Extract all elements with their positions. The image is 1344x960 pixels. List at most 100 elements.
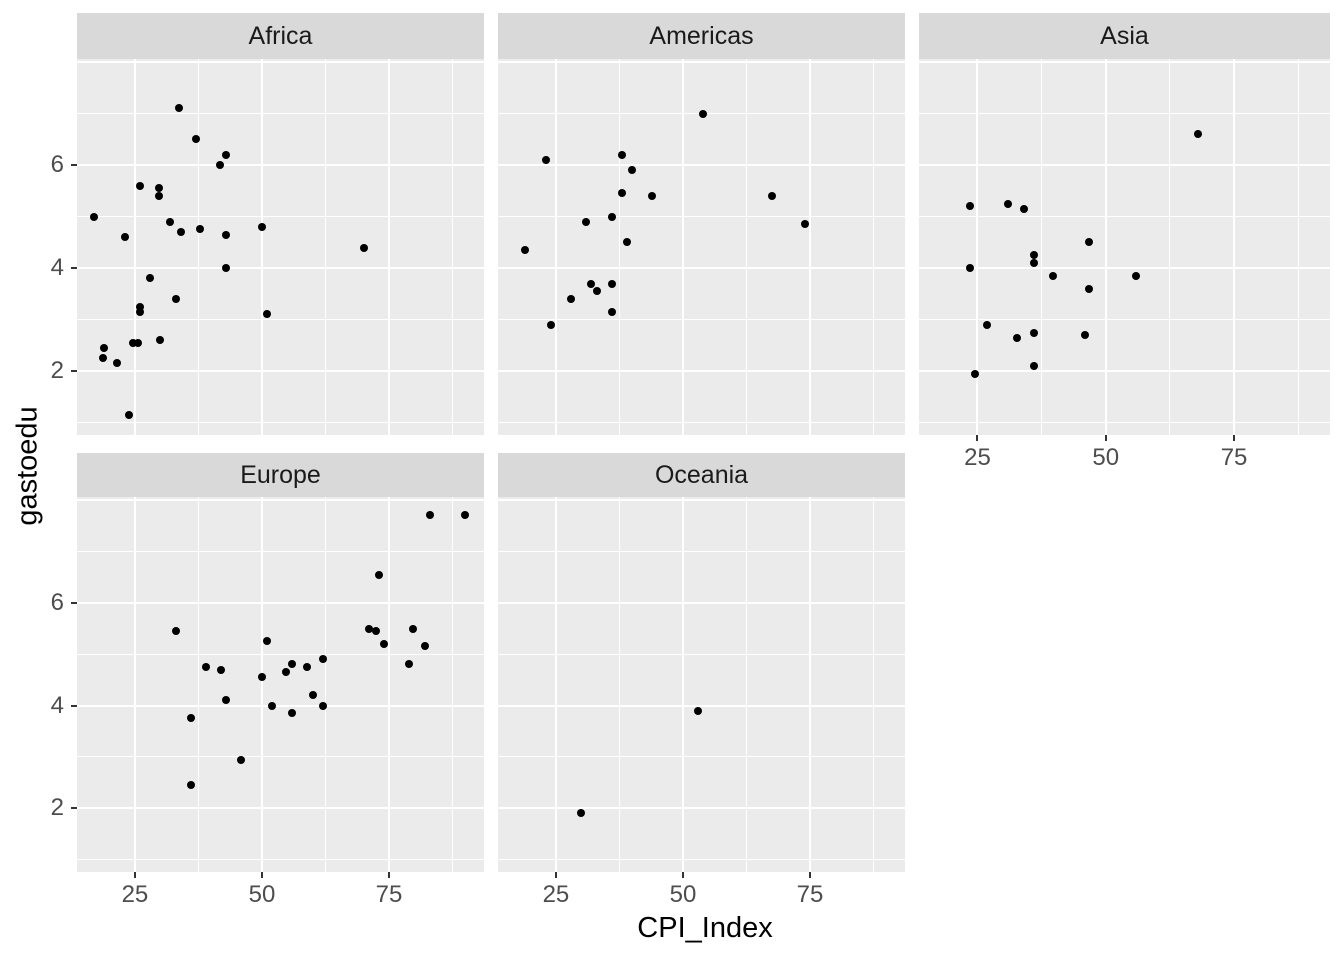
data-point (1080, 331, 1089, 340)
gridline-major-h (77, 370, 484, 373)
y-tick-label: 2 (50, 794, 64, 822)
gridline-minor-h (498, 653, 905, 655)
x-tick-label: 25 (964, 444, 991, 471)
data-point (1029, 258, 1038, 267)
x-tick-mark (1104, 435, 1107, 441)
data-point (216, 161, 225, 170)
data-point (136, 181, 144, 190)
gridline-minor-v (1041, 59, 1043, 435)
data-point (171, 627, 180, 636)
data-point (617, 150, 626, 159)
facet-panel-asia (919, 59, 1330, 435)
y-tick-mark (71, 164, 77, 167)
x-tick-label: 75 (1220, 444, 1248, 471)
data-point (567, 295, 576, 304)
data-point (308, 691, 317, 700)
gridline-major-v (133, 59, 136, 435)
data-point (120, 233, 129, 242)
gridline-minor-h (498, 319, 905, 321)
data-point (628, 166, 637, 175)
data-point (288, 660, 297, 669)
data-point (191, 135, 200, 144)
y-tick-label: 4 (50, 254, 64, 282)
data-point (577, 809, 586, 818)
data-point (263, 637, 272, 646)
y-tick-label: 2 (50, 357, 64, 385)
gridline-major-h (498, 704, 905, 707)
data-point (359, 243, 368, 252)
data-point (541, 155, 550, 164)
gridline-minor-h (498, 756, 905, 758)
data-point (186, 714, 195, 723)
gridline-major-h (77, 267, 484, 270)
x-tick-mark (681, 872, 684, 878)
data-point (176, 228, 185, 237)
data-point (1029, 361, 1038, 370)
gridline-major-h (77, 499, 484, 502)
data-point (100, 343, 109, 352)
data-point (364, 624, 373, 633)
y-tick-mark (71, 267, 77, 270)
data-point (1013, 333, 1021, 342)
gridline-major-v (808, 59, 811, 435)
data-point (202, 663, 211, 672)
data-point (195, 225, 204, 234)
data-point (982, 320, 991, 329)
data-point (155, 184, 164, 193)
gridline-minor-v (1297, 59, 1299, 435)
gridline-major-h (498, 370, 905, 373)
data-point (582, 217, 591, 226)
facet-strip-europe: Europe (77, 453, 484, 497)
data-point (648, 192, 657, 200)
gridline-minor-v (872, 497, 874, 872)
gridline-minor-v (197, 59, 199, 435)
x-axis-title: CPI_Index (637, 912, 773, 944)
y-tick-mark (71, 370, 77, 373)
gridline-major-h (498, 267, 905, 270)
gridline-minor-h (498, 422, 905, 424)
data-point (800, 220, 809, 229)
gridline-minor-v (324, 497, 326, 872)
data-point (1049, 271, 1058, 280)
data-point (156, 336, 165, 345)
data-point (136, 302, 144, 311)
data-point (318, 655, 327, 664)
data-point (1029, 328, 1038, 337)
data-point (425, 511, 434, 520)
x-tick-label: 50 (1092, 444, 1120, 471)
gridline-minor-h (77, 113, 484, 115)
data-point (136, 307, 144, 316)
data-point (237, 755, 246, 764)
data-point (767, 192, 776, 200)
gridline-major-h (919, 267, 1330, 270)
x-tick-mark (133, 872, 136, 878)
x-tick-mark (808, 872, 811, 878)
y-tick-label: 6 (50, 588, 64, 616)
data-point (617, 189, 626, 198)
gridline-minor-v (451, 59, 453, 435)
x-tick-label: 75 (375, 881, 403, 908)
data-point (318, 701, 327, 710)
data-point (171, 295, 180, 304)
gridline-major-v (681, 59, 684, 435)
x-tick-mark (976, 435, 979, 441)
gridline-minor-v (618, 59, 620, 435)
x-tick-mark (260, 872, 263, 878)
gridline-minor-h (919, 216, 1330, 218)
data-point (124, 410, 133, 419)
data-point (607, 307, 616, 316)
facet-strip-label: Asia (1100, 21, 1149, 50)
y-axis-title: gastoedu (11, 406, 44, 526)
data-point (1194, 130, 1203, 139)
gridline-major-h (498, 499, 905, 502)
x-tick-mark (554, 872, 557, 878)
gridline-major-h (77, 61, 484, 64)
y-tick-mark (71, 601, 77, 604)
data-point (374, 570, 383, 579)
data-point (623, 238, 632, 247)
x-tick-label: 50 (669, 881, 697, 908)
x-tick-mark (387, 872, 390, 878)
y-tick-mark (71, 807, 77, 810)
data-point (1019, 204, 1028, 213)
data-point (587, 279, 596, 288)
